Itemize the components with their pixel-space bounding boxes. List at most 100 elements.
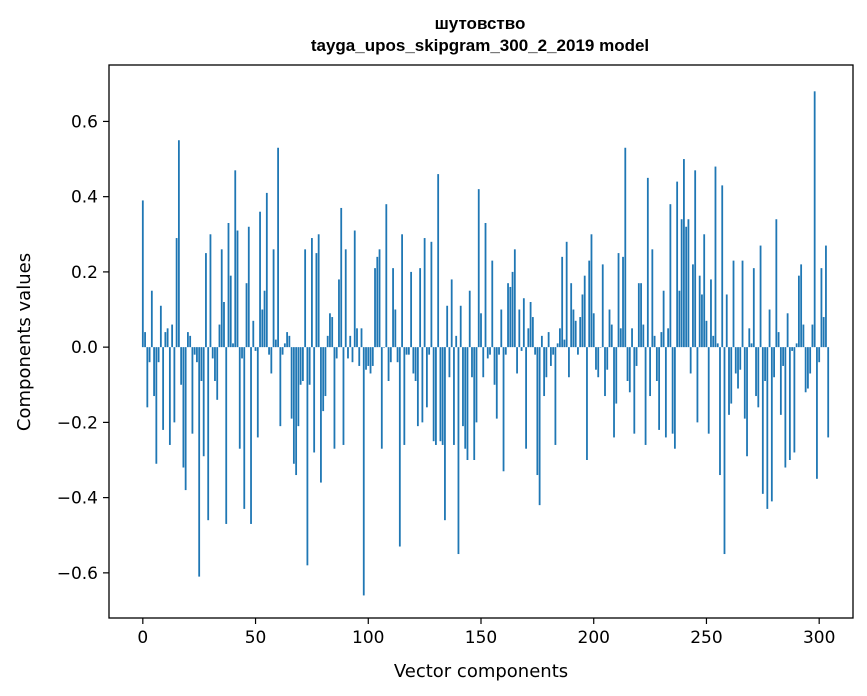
bar xyxy=(146,347,149,408)
bar xyxy=(687,219,690,348)
bar xyxy=(432,347,435,442)
bar xyxy=(721,185,724,348)
y-tick-label: −0.6 xyxy=(57,564,98,584)
bar xyxy=(374,268,376,348)
bar xyxy=(500,309,503,348)
bar xyxy=(658,347,661,430)
x-tick-label: 150 xyxy=(465,628,497,648)
bar xyxy=(353,230,356,348)
bar xyxy=(324,347,327,397)
bar xyxy=(396,347,399,363)
bar xyxy=(259,211,261,348)
bar xyxy=(529,302,532,348)
bar xyxy=(775,219,778,348)
bar xyxy=(333,347,336,449)
bar xyxy=(187,332,189,348)
bar xyxy=(473,347,476,460)
bar xyxy=(588,260,591,348)
bar xyxy=(786,313,789,348)
bar xyxy=(428,347,431,355)
bar xyxy=(779,347,782,415)
bar xyxy=(283,343,286,348)
bar xyxy=(784,347,787,468)
bar xyxy=(234,170,237,348)
x-tick-label: 300 xyxy=(803,628,835,648)
bar xyxy=(272,249,275,348)
bar xyxy=(800,264,803,348)
x-axis-ticks: 0 50 100 150 200 250 300 xyxy=(137,618,835,648)
bar xyxy=(484,223,487,348)
x-tick-label: 250 xyxy=(690,628,722,648)
bar xyxy=(565,241,568,348)
y-tick-label: 0.0 xyxy=(71,338,98,358)
bar xyxy=(597,347,600,378)
bar xyxy=(563,339,566,348)
bar xyxy=(180,347,183,385)
bar xyxy=(256,347,259,438)
bar xyxy=(232,343,234,348)
bar xyxy=(568,347,570,378)
bar xyxy=(162,347,165,430)
bar xyxy=(572,309,575,348)
bar xyxy=(286,332,289,348)
bar xyxy=(407,347,410,355)
bar xyxy=(365,347,367,370)
bar xyxy=(671,347,674,434)
y-axis-label: Components values xyxy=(14,253,35,431)
y-tick-label: −0.2 xyxy=(57,413,98,433)
bar xyxy=(642,324,645,348)
bar xyxy=(549,347,552,366)
bar xyxy=(633,347,636,434)
bar xyxy=(640,283,642,348)
bar xyxy=(193,347,196,355)
bar xyxy=(604,347,606,397)
bar xyxy=(320,347,322,483)
bar xyxy=(782,347,785,366)
bar xyxy=(200,347,203,381)
bar xyxy=(777,332,780,348)
bar xyxy=(761,347,764,494)
bar xyxy=(807,347,809,389)
bar xyxy=(592,313,595,348)
bar xyxy=(378,249,381,348)
bar xyxy=(148,347,151,363)
bar xyxy=(387,347,390,381)
bar xyxy=(297,347,300,427)
y-tick-label: 0.2 xyxy=(71,263,98,283)
bar xyxy=(331,317,334,348)
bar xyxy=(493,347,496,385)
bar xyxy=(606,347,609,370)
bar xyxy=(304,249,307,348)
bar xyxy=(759,245,762,348)
bar xyxy=(516,347,518,374)
bar xyxy=(766,347,769,509)
bar xyxy=(466,347,469,460)
bar xyxy=(223,302,225,348)
bar xyxy=(746,347,748,457)
chart-title-line1: шутовство xyxy=(435,14,526,33)
bar xyxy=(788,347,791,460)
bar xyxy=(579,317,582,348)
bar xyxy=(520,347,523,351)
bar xyxy=(680,219,683,348)
bar xyxy=(299,347,302,385)
bar xyxy=(358,347,361,366)
bar xyxy=(748,328,751,348)
bar xyxy=(419,268,422,348)
bar xyxy=(624,147,627,348)
bar xyxy=(507,283,509,348)
bar xyxy=(707,347,710,434)
bar xyxy=(827,347,830,438)
bar xyxy=(755,347,757,397)
bar xyxy=(394,309,397,348)
bar xyxy=(216,347,219,400)
bar xyxy=(317,234,320,348)
bar xyxy=(608,309,611,348)
bar xyxy=(522,298,525,348)
bar xyxy=(274,339,277,348)
bar xyxy=(712,335,715,348)
bar xyxy=(725,294,728,348)
bar xyxy=(437,174,440,348)
bar xyxy=(601,264,604,348)
bar xyxy=(495,347,498,419)
